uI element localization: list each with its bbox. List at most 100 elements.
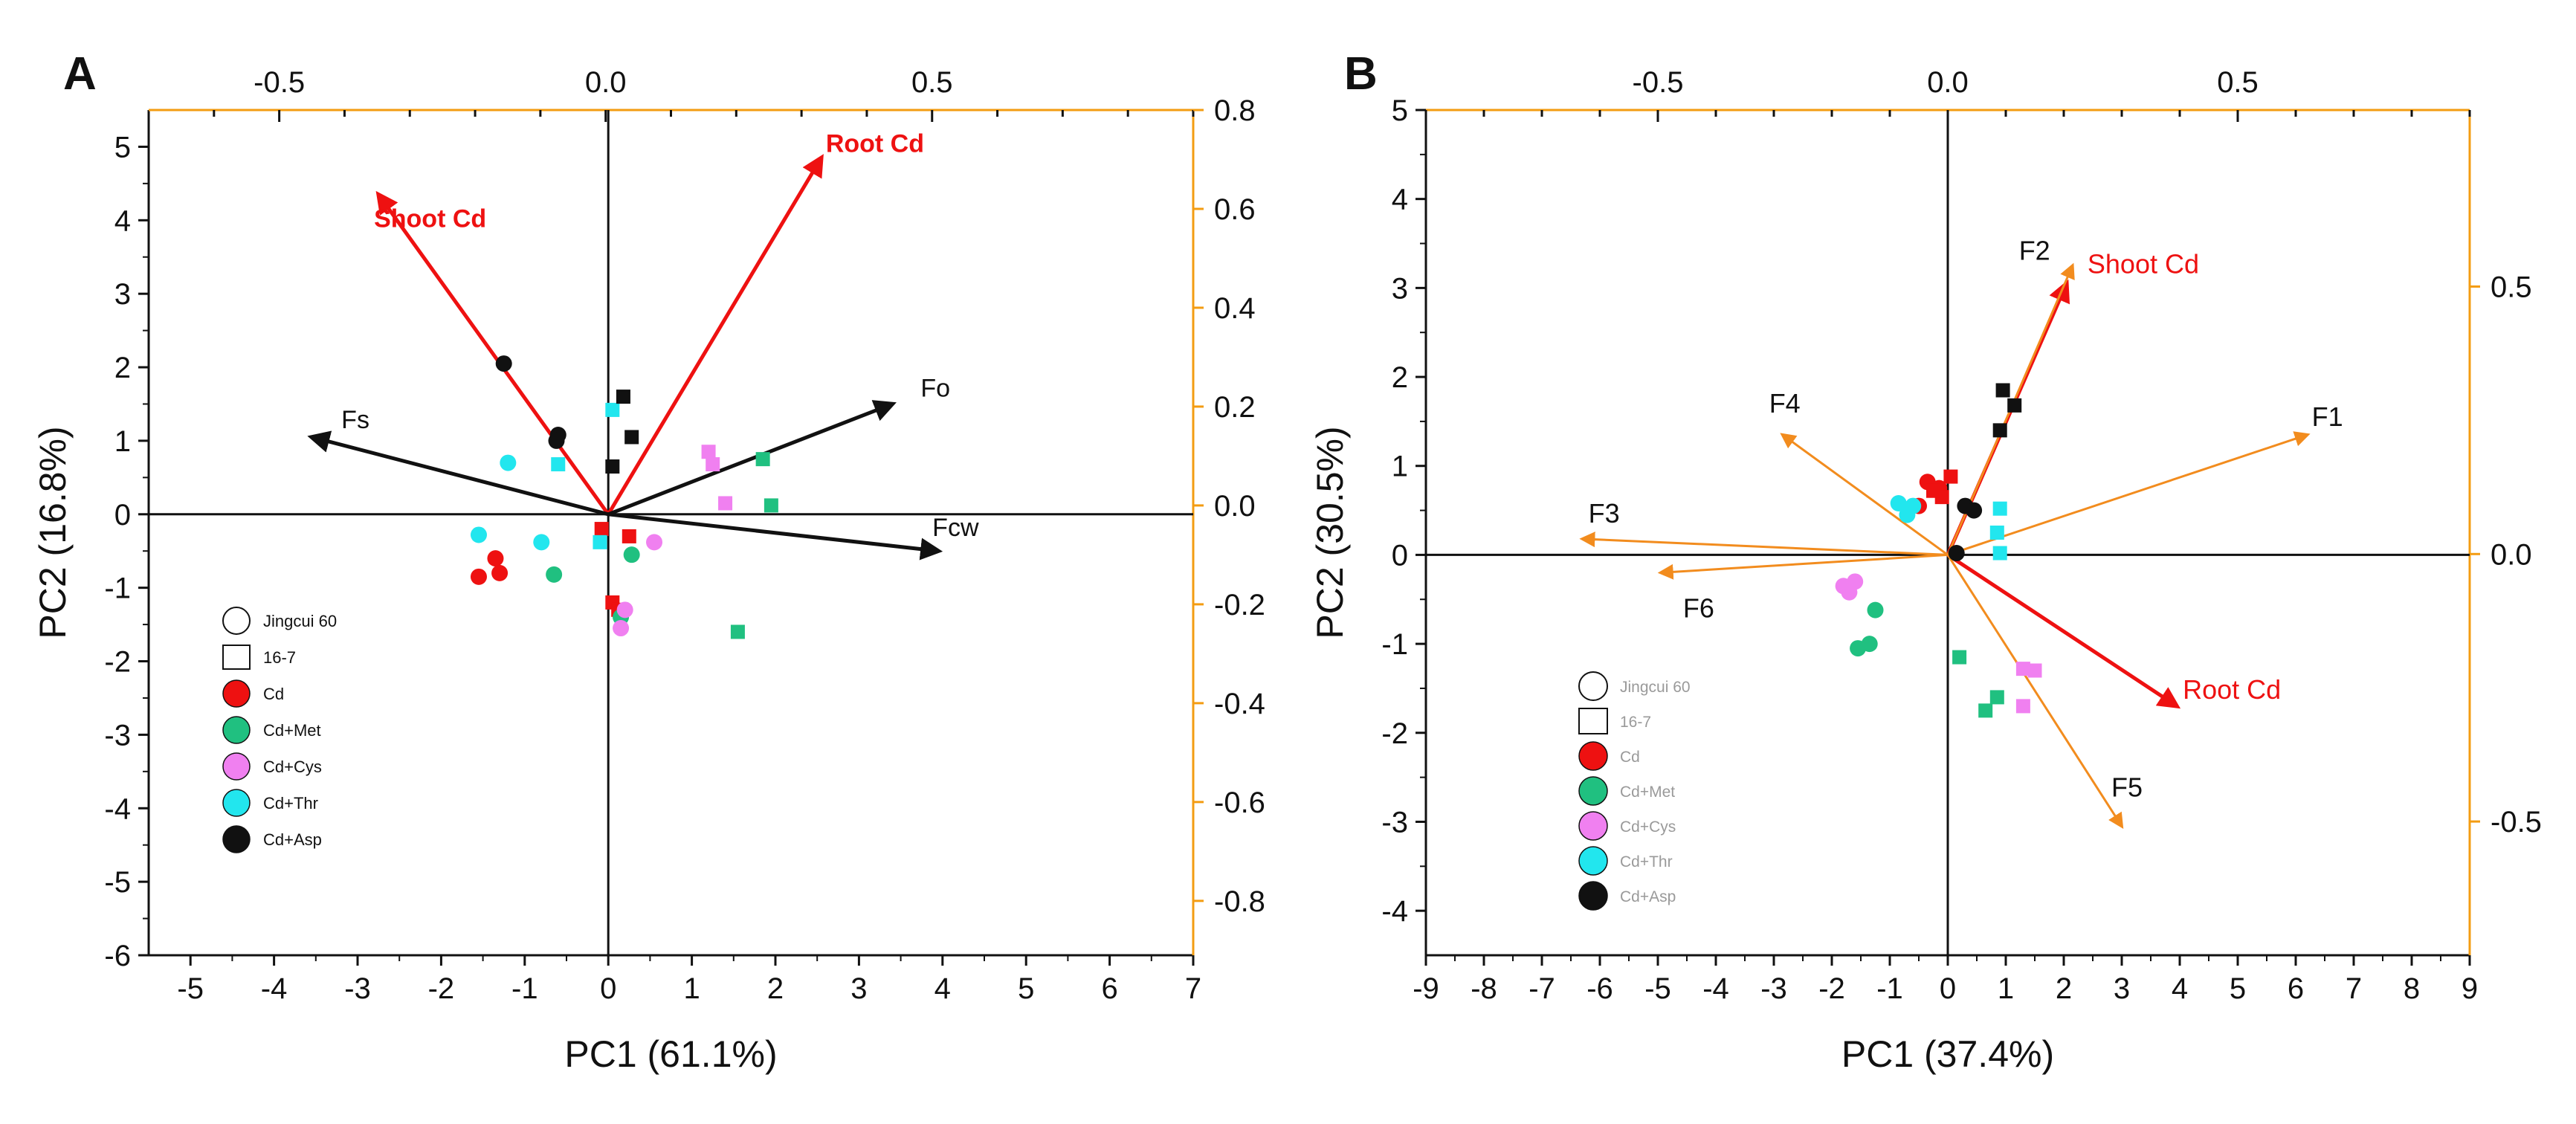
x-axis-title: PC1 (61.1%) bbox=[564, 1033, 777, 1075]
data-point-square bbox=[1926, 483, 1940, 498]
data-point-circle bbox=[491, 564, 509, 581]
legend-marker-open-circle bbox=[1578, 671, 1608, 701]
right-tick-label: 0.8 bbox=[1214, 94, 1256, 127]
y-tick-label: -4 bbox=[1381, 895, 1408, 928]
data-point-circle bbox=[646, 534, 663, 551]
loading-arrow bbox=[375, 190, 610, 516]
loading-label: F6 bbox=[1683, 592, 1714, 623]
x-axis-title: PC1 (37.4%) bbox=[1841, 1033, 2054, 1075]
y-tick-label: -1 bbox=[1381, 628, 1408, 661]
y-axis-title: PC2 (16.8%) bbox=[32, 426, 74, 639]
data-point-circle bbox=[1890, 495, 1907, 512]
right-tick-label: -0.2 bbox=[1214, 589, 1265, 621]
data-point-square bbox=[605, 402, 620, 417]
legend-label: Cd bbox=[1620, 749, 1640, 766]
data-point-circle bbox=[613, 620, 630, 637]
x-tick-label: -3 bbox=[1760, 972, 1787, 1005]
loading-arrow bbox=[607, 154, 824, 516]
data-point-circle bbox=[470, 526, 487, 543]
legend-label: Cd+Asp bbox=[1620, 888, 1676, 905]
right-tick-label: 0.0 bbox=[2491, 538, 2532, 571]
legend-marker bbox=[1578, 811, 1608, 841]
y-tick-label: -3 bbox=[1381, 806, 1408, 839]
x-tick-label: -3 bbox=[344, 972, 371, 1005]
loading-arrow bbox=[1947, 431, 2311, 556]
legend-marker bbox=[1578, 846, 1608, 876]
legend-marker bbox=[222, 752, 251, 781]
legend-label: Cd+Cys bbox=[1620, 818, 1676, 836]
y-tick-label: 0 bbox=[1392, 539, 1408, 572]
x-tick-label: -1 bbox=[511, 972, 538, 1005]
right-tick-label: -0.8 bbox=[1214, 885, 1265, 918]
y-tick-label: -5 bbox=[104, 866, 131, 899]
legend-label: 16-7 bbox=[1620, 714, 1651, 731]
loading-label: Shoot Cd bbox=[2088, 248, 2199, 279]
data-point-circle bbox=[533, 534, 550, 551]
loading-arrow bbox=[1780, 433, 1949, 556]
x-tick-label: 5 bbox=[2230, 972, 2246, 1005]
y-tick-label: 1 bbox=[114, 425, 131, 458]
data-point-square bbox=[624, 430, 639, 445]
y-tick-label: 0 bbox=[114, 499, 131, 532]
data-point-square bbox=[1995, 383, 2010, 398]
top-tick-label: 0.5 bbox=[911, 66, 953, 99]
loading-label: Shoot Cd bbox=[374, 205, 486, 233]
x-tick-label: -5 bbox=[177, 972, 204, 1005]
y-tick-label: 2 bbox=[1392, 361, 1408, 394]
panel-a: A -5 -4 -3 -2 -1 0 1 2 3 4 5 6 7 -6 -5 -4 -3 -2 -1 0 1 2 3 4 5 -0.… bbox=[32, 48, 1265, 1075]
x-tick-label: -8 bbox=[1471, 972, 1497, 1005]
top-tick-label: -0.5 bbox=[1633, 66, 1684, 99]
x-tick-label: -2 bbox=[1818, 972, 1845, 1005]
data-point-square bbox=[2007, 398, 2022, 413]
y-tick-label: 4 bbox=[1392, 184, 1408, 216]
y-tick-label: 2 bbox=[114, 352, 131, 384]
x-tick-label: 5 bbox=[1018, 972, 1034, 1005]
legend-label: Cd bbox=[263, 685, 284, 703]
data-point-square bbox=[755, 452, 770, 467]
legend-label: Cd+Met bbox=[263, 721, 321, 740]
data-point-square bbox=[764, 498, 778, 513]
legend-marker-open-square bbox=[1578, 708, 1608, 734]
data-point-circle bbox=[1966, 502, 1983, 519]
x-tick-label: 0 bbox=[1940, 972, 1956, 1005]
x-tick-label: 0 bbox=[600, 972, 616, 1005]
top-tick-label: 0.0 bbox=[585, 66, 627, 99]
data-point-circle bbox=[495, 355, 512, 372]
right-tick-label: -0.5 bbox=[2491, 806, 2542, 839]
y-tick-label: -2 bbox=[1381, 717, 1408, 750]
legend-marker bbox=[222, 789, 251, 817]
data-point-square bbox=[605, 459, 620, 474]
data-point-square bbox=[1992, 501, 2007, 516]
data-point-circle bbox=[1948, 545, 1965, 562]
loading-label: Fcw bbox=[932, 514, 979, 542]
data-point-square bbox=[594, 522, 609, 537]
x-tick-label: -4 bbox=[1702, 972, 1729, 1005]
x-tick-label: 1 bbox=[683, 972, 700, 1005]
y-tick-label: 5 bbox=[114, 131, 131, 164]
legend-marker bbox=[222, 825, 251, 853]
data-point-square bbox=[701, 445, 716, 459]
x-tick-label: -9 bbox=[1413, 972, 1439, 1005]
loading-label: F3 bbox=[1589, 498, 1620, 529]
data-point-square bbox=[622, 529, 636, 543]
legend-marker bbox=[1578, 741, 1608, 771]
x-tick-label: -6 bbox=[1586, 972, 1613, 1005]
data-point-square bbox=[1989, 690, 2004, 705]
legend-label: Cd+Asp bbox=[263, 830, 322, 849]
data-point-square bbox=[2015, 699, 2030, 714]
data-point-square bbox=[2015, 662, 2030, 676]
loading-arrow bbox=[307, 430, 609, 517]
data-point-square bbox=[1978, 703, 1993, 718]
right-tick-label: 0.0 bbox=[1214, 490, 1256, 523]
legend-label: Cd+Cys bbox=[263, 758, 322, 776]
data-point-circle bbox=[623, 546, 640, 563]
data-point-square bbox=[616, 390, 630, 404]
loading-arrow bbox=[1946, 553, 2181, 709]
data-point-circle bbox=[1861, 636, 1878, 653]
y-tick-label: -6 bbox=[104, 940, 131, 972]
right-tick-label: -0.4 bbox=[1214, 688, 1265, 720]
top-tick-label: -0.5 bbox=[254, 66, 305, 99]
y-tick-label: -4 bbox=[104, 792, 131, 825]
